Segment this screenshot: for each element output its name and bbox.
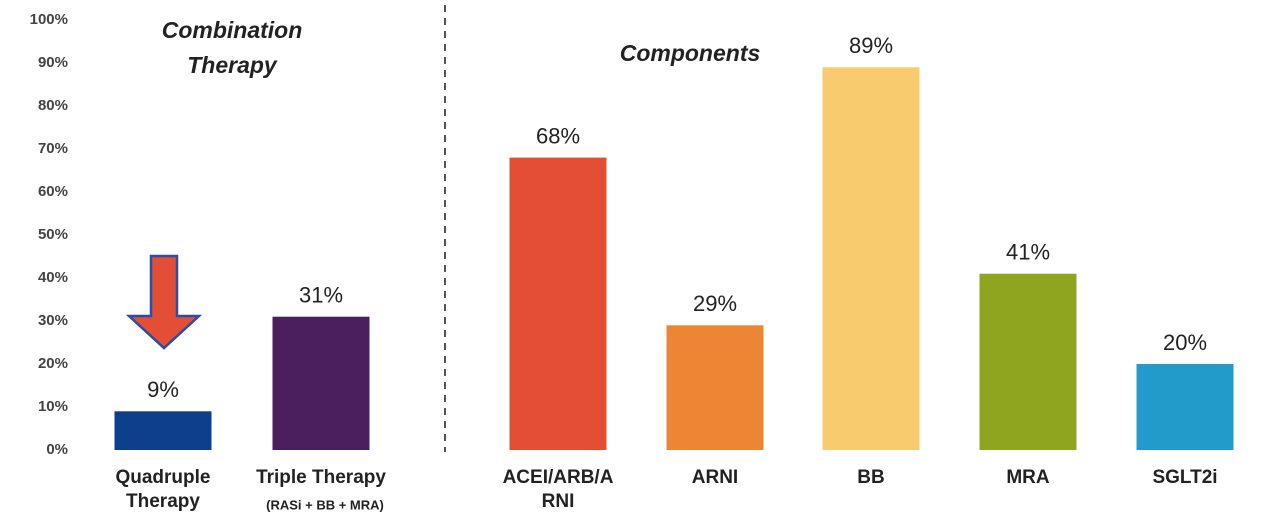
y-tick-label: 90%: [38, 54, 68, 71]
y-tick-label: 30%: [38, 312, 68, 329]
y-tick-label: 50%: [38, 226, 68, 243]
value-label: 68%: [536, 123, 580, 148]
x-tick-label: Quadruple Therapy: [115, 467, 211, 512]
group-title: Components: [620, 40, 761, 66]
group-title: Combination Therapy: [162, 17, 303, 78]
value-label: 41%: [1006, 240, 1050, 265]
x-tick-label: MRA: [1006, 467, 1050, 488]
value-label: 29%: [693, 291, 737, 316]
x-tick-label: SGLT2i: [1152, 467, 1218, 488]
x-tick-label: BB: [857, 467, 885, 488]
bar: [509, 157, 607, 450]
value-label: 20%: [1163, 330, 1207, 355]
value-label: 89%: [849, 33, 893, 58]
y-tick-label: 70%: [38, 140, 68, 157]
bar: [114, 411, 212, 450]
x-tick-label: ARNI: [691, 467, 739, 488]
x-tick-label: Triple Therapy: [256, 467, 386, 488]
x-tick-label: ACEI/ARB/ARNI: [502, 467, 614, 512]
y-tick-label: 20%: [38, 355, 68, 372]
y-tick-label: 100%: [30, 11, 68, 28]
y-tick-label: 0%: [46, 441, 68, 458]
bar: [979, 273, 1077, 450]
y-tick-label: 60%: [38, 183, 68, 200]
y-tick-label: 80%: [38, 97, 68, 114]
value-label: 9%: [147, 377, 179, 402]
y-tick-label: 40%: [38, 269, 68, 286]
y-tick-label: 10%: [38, 398, 68, 415]
bar: [272, 316, 370, 450]
arrow: [125, 254, 203, 350]
category-note: (RASi + BB + MRA): [266, 497, 384, 512]
bar: [1136, 364, 1234, 450]
bar: [822, 67, 920, 451]
group-title-text: Combination: [162, 17, 303, 43]
group-title-text: Therapy: [187, 52, 278, 78]
bar: [666, 325, 764, 450]
value-label: 31%: [299, 283, 343, 308]
